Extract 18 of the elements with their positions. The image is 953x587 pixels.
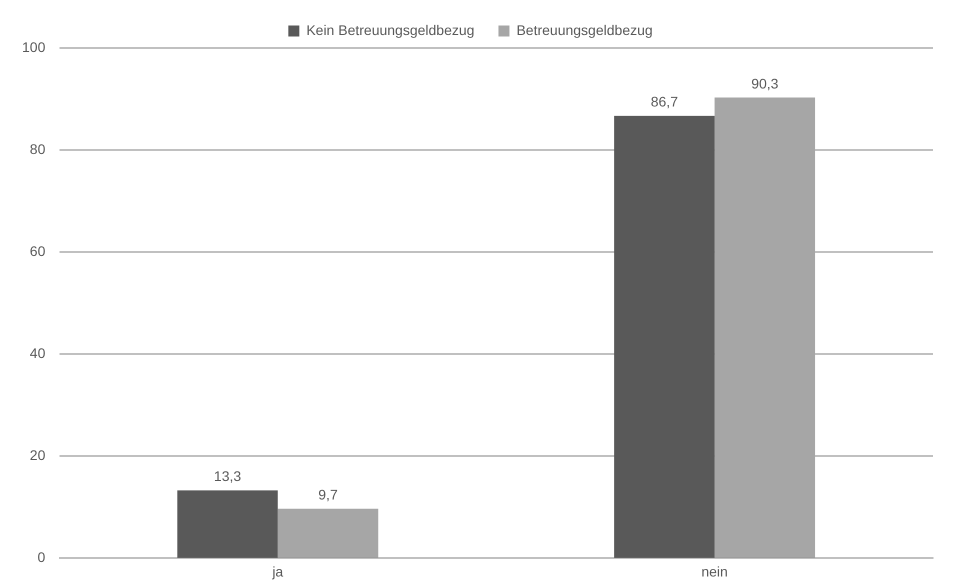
bar bbox=[614, 116, 715, 558]
bar bbox=[278, 508, 378, 558]
y-tick-label: 0 bbox=[38, 549, 46, 566]
y-tick-label: 100 bbox=[22, 38, 46, 55]
x-tick-label: ja bbox=[271, 563, 284, 580]
y-tick-label: 60 bbox=[30, 242, 46, 259]
bar bbox=[714, 97, 816, 558]
bar bbox=[177, 490, 278, 558]
data-label: 86,7 bbox=[650, 94, 678, 110]
x-tick-label: nein bbox=[701, 563, 728, 580]
y-tick-label: 80 bbox=[30, 140, 46, 157]
y-tick-label: 20 bbox=[30, 447, 46, 464]
data-label: 13,3 bbox=[214, 468, 242, 484]
data-label: 90,3 bbox=[751, 75, 779, 92]
legend-label: Kein Betreuungsgeldbezug bbox=[306, 22, 474, 38]
data-label: 9,7 bbox=[318, 486, 338, 503]
y-tick-label: 40 bbox=[30, 344, 46, 361]
legend-label: Betreuungsgeldbezug bbox=[516, 22, 653, 38]
